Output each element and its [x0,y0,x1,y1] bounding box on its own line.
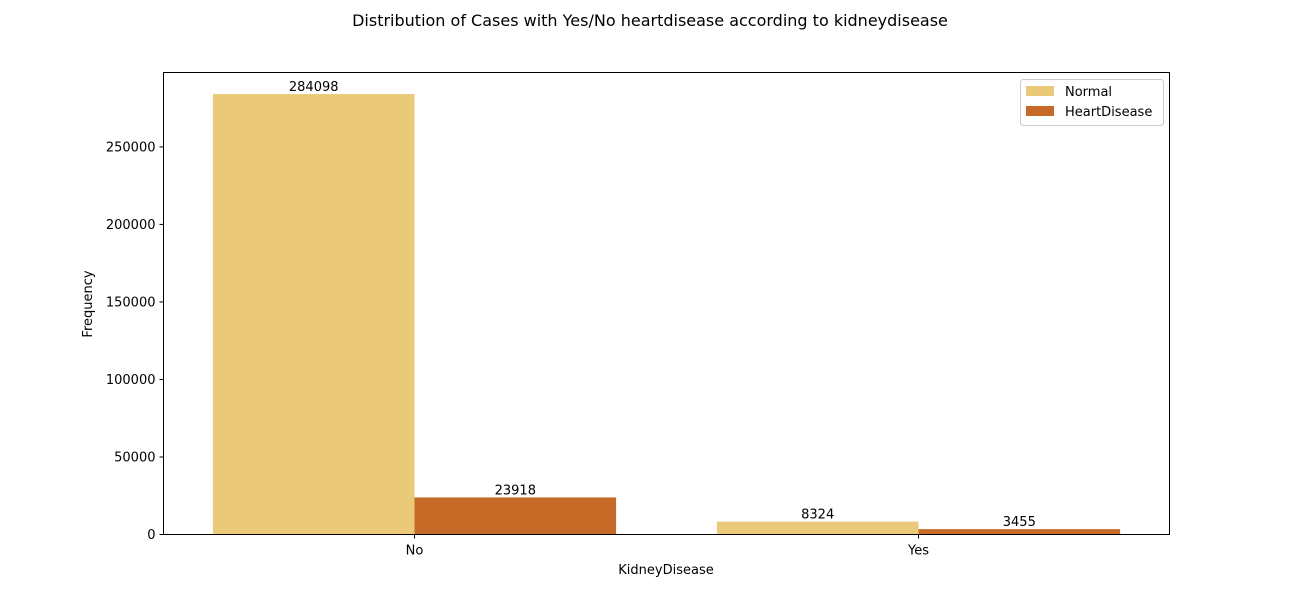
y-tick-label: 0 [147,528,155,543]
bar-normal-no [212,94,415,535]
data-label-heartdisease-no: 23918 [495,483,536,498]
legend: Normal HeartDisease [1020,79,1164,126]
data-label-normal-yes: 8324 [801,508,834,523]
legend-label-heartdisease: HeartDisease [1065,105,1152,120]
y-tick-label: 250000 [106,140,156,155]
y-axis-label: Frequency [81,270,96,337]
legend-swatch-heartdisease [1026,106,1054,116]
data-label-normal-no: 284098 [289,80,339,95]
y-tick-label: 200000 [106,218,156,233]
plot-frame [163,72,1170,535]
legend-box [1020,79,1164,126]
x-axis-label: KidneyDisease [618,563,713,578]
legend-label-normal: Normal [1065,85,1112,100]
y-tick-label: 100000 [106,373,156,388]
plot-area: 284098 8324 23918 3455 No Yes 0 50000 100000 1500… [106,80,1121,559]
legend-swatch-normal [1026,86,1054,96]
x-tick-label: Yes [907,544,929,559]
y-tick-label: 150000 [106,295,156,310]
bar-heartdisease-no [414,497,617,535]
chart-title: Distribution of Cases with Yes/No heartd… [352,11,948,30]
bar-normal-yes [716,521,919,535]
bar-heartdisease-yes [918,529,1121,535]
y-tick-label: 50000 [114,450,155,465]
x-tick-label: No [406,544,424,559]
data-label-heartdisease-yes: 3455 [1003,515,1036,530]
